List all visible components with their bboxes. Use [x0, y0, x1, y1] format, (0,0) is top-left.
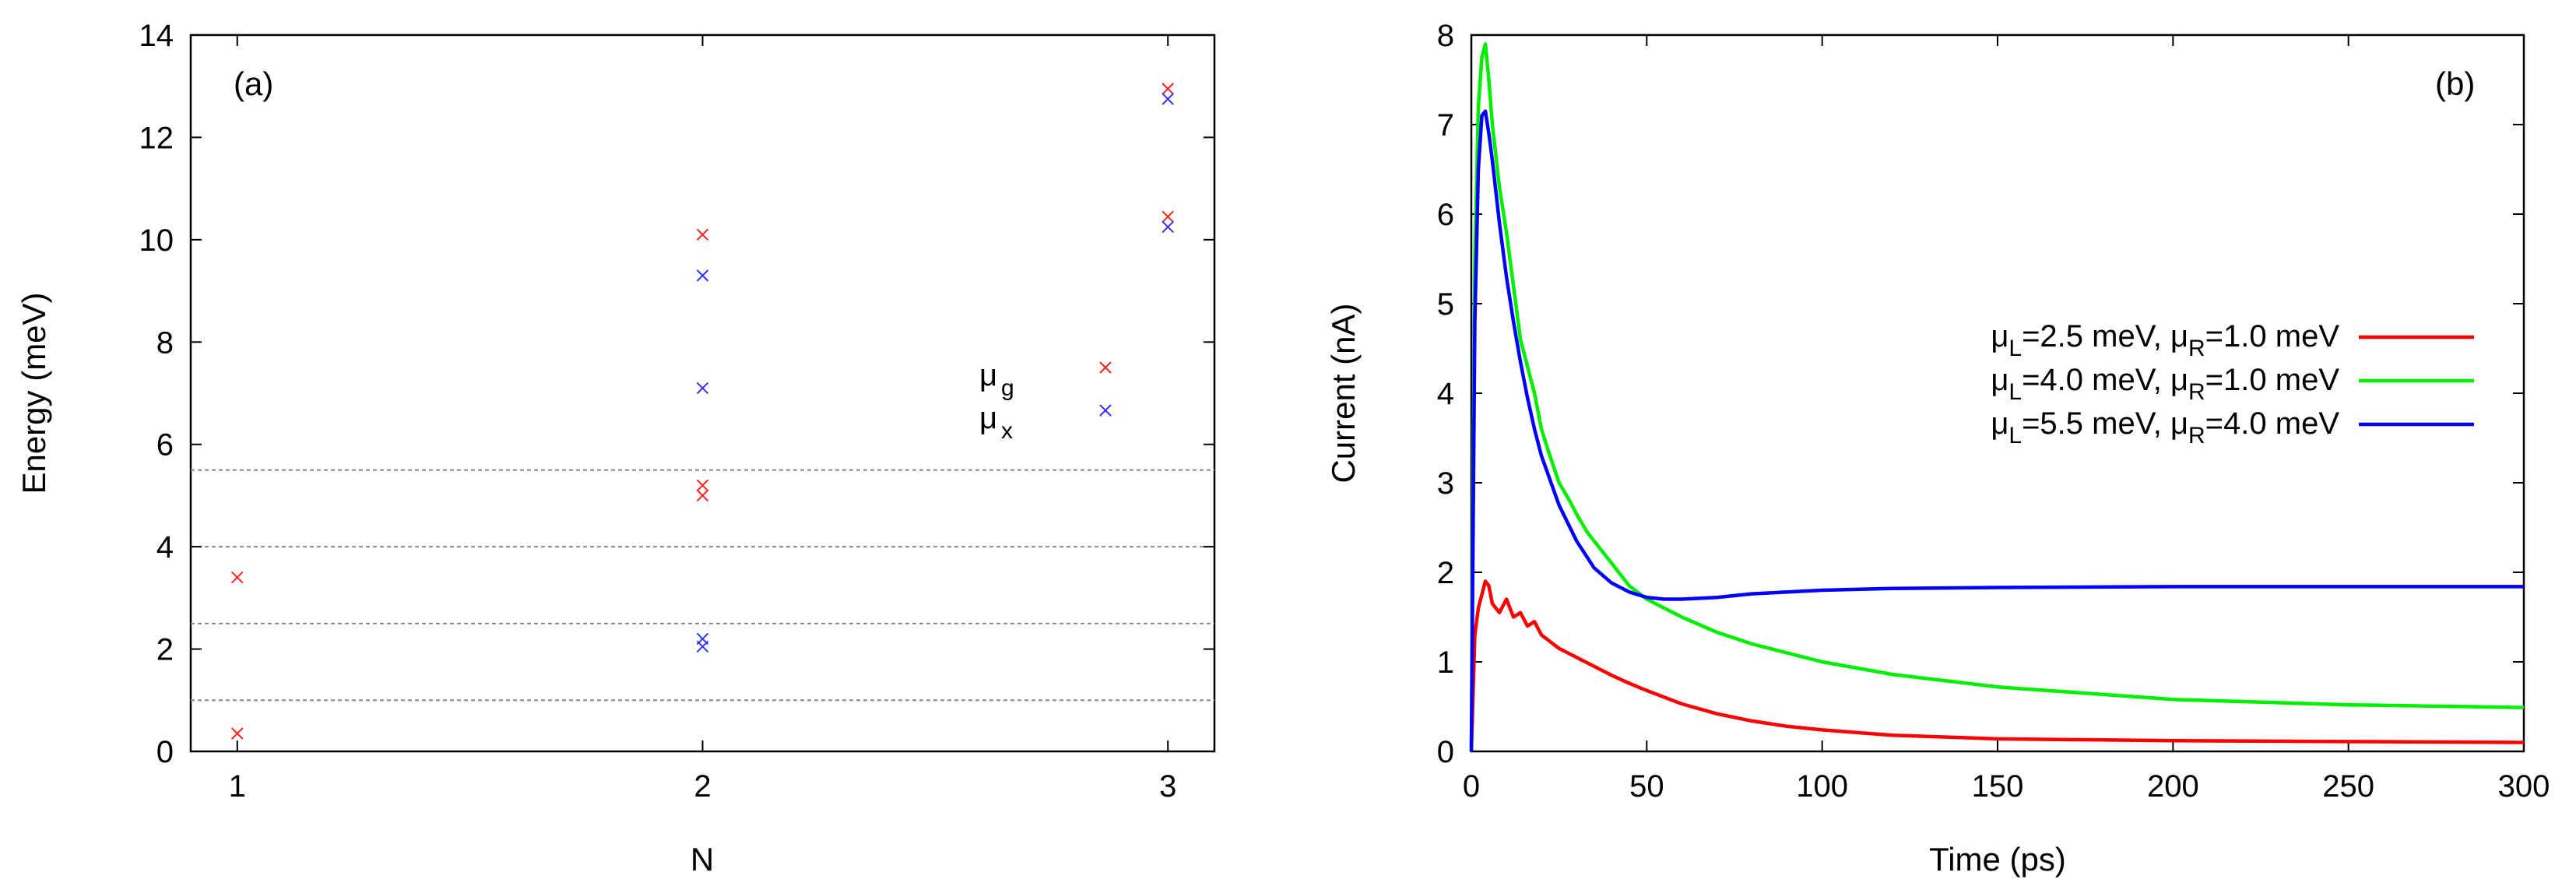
y-tick-label: 14 — [139, 19, 174, 53]
series-line-3 — [1469, 109, 2524, 752]
x-tick-label: 1 — [229, 769, 246, 804]
data-point-mu-x — [696, 269, 709, 282]
data-point-mu-x — [1161, 93, 1174, 105]
data-point-mu-g — [696, 489, 709, 502]
legend-mu-x-subscript: x — [1001, 418, 1013, 444]
y-tick-label: 0 — [1437, 735, 1454, 769]
data-point-mu-g — [231, 571, 244, 584]
x-tick-label: 3 — [1159, 769, 1176, 804]
y-tick-label: 2 — [156, 633, 174, 667]
y-tick-label: 6 — [1437, 198, 1454, 232]
panel-b-ylabel: Current (nA) — [1325, 303, 1362, 483]
legend-entry-label: μL=2.5 meV, μR=1.0 meV — [1991, 319, 2339, 361]
series-line-1 — [1469, 579, 2525, 752]
y-tick-label: 4 — [156, 530, 174, 565]
data-point-mu-x — [696, 640, 709, 653]
panel-a-frame — [189, 33, 1216, 753]
data-point-mu-g — [1161, 210, 1174, 223]
panel-a-ylabel: Energy (meV) — [16, 292, 52, 494]
legend-entry-label: μL=4.0 meV, μR=1.0 meV — [1991, 363, 2339, 405]
y-tick-label: 12 — [139, 121, 174, 155]
panel-a-reference-lines — [191, 469, 1214, 702]
x-tick-label: 0 — [1463, 769, 1480, 804]
y-tick-label: 0 — [156, 735, 174, 769]
legend-entry-label: μL=5.5 meV, μR=4.0 meV — [1991, 406, 2339, 449]
x-tick-label: 300 — [2498, 769, 2550, 804]
data-point-mu-g — [1161, 83, 1174, 95]
panel-a-legend: μ g μ x — [979, 358, 1112, 444]
panel-b-label: (b) — [2435, 65, 2475, 102]
y-tick-label: 8 — [1437, 19, 1454, 53]
legend-marker-mu-g — [1099, 361, 1112, 374]
x-tick-label: 100 — [1796, 769, 1848, 804]
y-tick-label: 5 — [1437, 287, 1454, 322]
x-tick-label: 50 — [1629, 769, 1664, 804]
y-tick-label: 2 — [1437, 556, 1454, 590]
x-tick-label: 150 — [1972, 769, 2024, 804]
legend-mu-g-subscript: g — [1001, 375, 1014, 401]
y-tick-label: 8 — [156, 325, 174, 360]
legend-markers — [1099, 361, 1112, 417]
panel-a-label: (a) — [234, 65, 273, 102]
panel-a-points — [231, 83, 1174, 740]
panel-a-xlabel: N — [691, 841, 714, 878]
panel-b-ticks: 0 1 2 3 4 5 6 7 8 0 50 100 150 200 250 300 — [1437, 19, 2550, 804]
data-point-mu-g — [696, 228, 709, 241]
legend-marker-mu-x — [1099, 404, 1112, 417]
x-tick-label: 250 — [2322, 769, 2374, 804]
x-tick-label: 2 — [694, 769, 711, 804]
series-line-2 — [1469, 42, 2525, 752]
y-tick-label: 6 — [156, 428, 174, 463]
data-point-mu-g — [231, 727, 244, 740]
data-point-mu-x — [1161, 220, 1174, 234]
panel-b-xlabel: Time (ps) — [1929, 841, 2066, 878]
panel-b-series-lines — [1469, 42, 2525, 752]
y-tick-label: 4 — [1437, 377, 1454, 411]
x-tick-label: 200 — [2147, 769, 2199, 804]
panel-b: 0 1 2 3 4 5 6 7 8 0 50 100 150 200 250 300 (b) Time (ps… — [1325, 19, 2550, 878]
y-tick-label: 10 — [139, 223, 174, 258]
data-point-mu-x — [696, 382, 709, 395]
y-tick-label: 7 — [1437, 108, 1454, 142]
legend-mu-x-symbol: μ — [979, 401, 997, 435]
y-tick-label: 3 — [1437, 466, 1454, 501]
legend-mu-g-symbol: μ — [979, 358, 997, 392]
y-tick-label: 1 — [1437, 646, 1454, 680]
data-point-mu-g — [696, 479, 709, 491]
